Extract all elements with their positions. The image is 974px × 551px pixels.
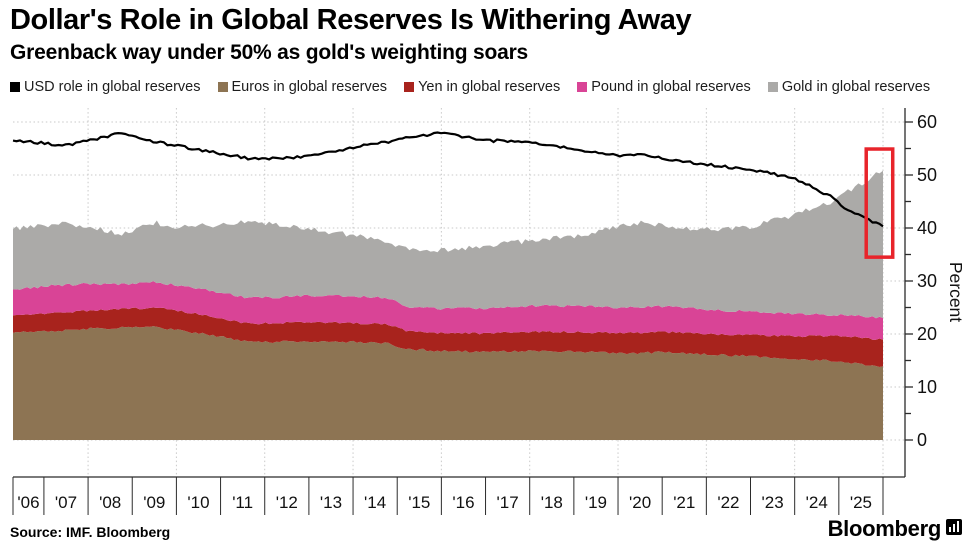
y-tick-label: 30 [917,271,937,291]
legend-label: Euros in global reserves [231,79,388,95]
legend-item-usd: USD role in global reserves [10,79,201,95]
x-tick-label: '14 [364,493,386,512]
x-tick-label: '21 [673,493,695,512]
band-3 [13,281,883,340]
legend-item-pound: Pound in global reserves [577,79,751,95]
legend: USD role in global reserves Euros in glob… [10,79,930,95]
x-tick-label: '19 [585,493,607,512]
legend-label: Yen in global reserves [418,79,561,95]
x-tick-label: '20 [629,493,651,512]
usd-swatch-icon [10,82,20,92]
x-tick-label: '25 [850,493,872,512]
chart-title: Dollar's Role in Global Reserves Is With… [10,4,692,36]
bloomberg-terminal-icon [946,518,962,540]
legend-label: Gold in global reserves [781,79,931,95]
reserves-stacked-area-chart: '06 '07 '08 '09 '10 '11 '12 '13 '14 '15 '16 '17 '18 '… [12,108,966,515]
gold-swatch-icon [767,82,778,92]
y-tick-label: 40 [917,218,937,238]
x-tick-label: '18 [541,493,563,512]
legend-item-gold: Gold in global reserves [767,79,931,95]
legend-label: USD role in global reserves [24,79,201,95]
legend-label: Pound in global reserves [591,79,751,95]
x-tick-label: '17 [497,493,519,512]
band-4 [13,170,883,319]
source-note: Source: IMF. Bloomberg [10,524,171,540]
band-2 [13,307,883,367]
y-tick-label: 50 [917,165,937,185]
y-axis-title: Percent [946,262,966,322]
y-tick-label: 60 [917,112,937,132]
x-tick-label: '23 [762,493,784,512]
x-tick-label: '10 [187,493,209,512]
legend-item-euros: Euros in global reserves [217,79,388,95]
x-tick-label: '16 [452,493,474,512]
x-tick-label: '15 [408,493,430,512]
y-tick-label: 20 [917,324,937,344]
bloomberg-logo: Bloomberg [828,516,962,542]
band-1 [13,326,883,440]
pound-swatch-icon [577,82,588,92]
x-tick-label: '12 [276,493,298,512]
x-tick-label: '09 [143,493,165,512]
yen-swatch-icon [404,82,415,92]
x-tick-label: '11 [232,493,253,512]
y-tick-label: 10 [917,377,937,397]
bloomberg-wordmark: Bloomberg [827,516,942,541]
x-tick-label: '07 [55,493,77,512]
x-tick-label: '22 [717,493,739,512]
y-tick-label: 0 [917,430,927,450]
usd-line [12,131,884,228]
x-tick-label: '08 [99,493,121,512]
x-tick-label: '24 [806,493,828,512]
highlight-box [864,147,895,259]
x-tick-label: '13 [320,493,342,512]
euros-swatch-icon [217,82,228,92]
x-tick-label: '06 [17,493,39,512]
legend-item-yen: Yen in global reserves [404,79,560,95]
chart-subtitle: Greenback way under 50% as gold's weight… [10,41,529,64]
